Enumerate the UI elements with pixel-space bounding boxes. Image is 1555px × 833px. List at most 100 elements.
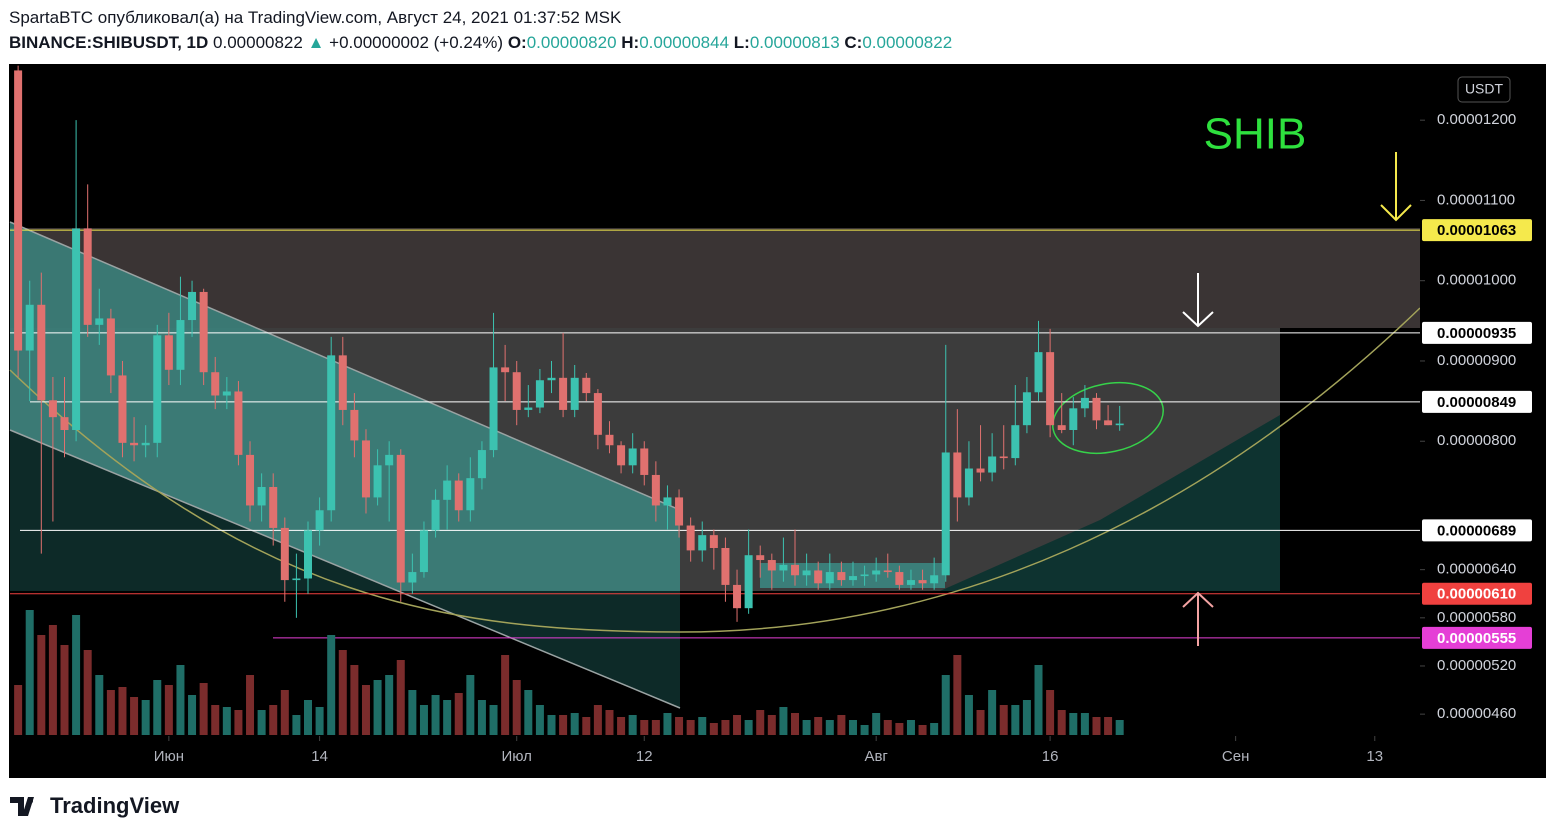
candle-body	[280, 527, 289, 581]
volume-bar	[419, 705, 428, 735]
volume-bar	[373, 680, 382, 735]
candle-body	[361, 440, 370, 498]
candle-body	[408, 572, 417, 583]
volume-bar	[848, 720, 857, 735]
candle-body	[431, 499, 440, 531]
volume-bar	[315, 707, 324, 735]
volume-bar	[883, 720, 892, 735]
volume-bar	[292, 715, 301, 735]
candle-body	[164, 335, 173, 370]
volume-bar	[1057, 710, 1066, 735]
volume-bar	[48, 625, 57, 735]
level-label: 0.00001063	[1437, 222, 1516, 239]
volume-bar	[454, 693, 463, 735]
volume-bar	[999, 705, 1008, 735]
candle-body	[1080, 397, 1089, 409]
volume-bar	[489, 705, 498, 735]
candle-body	[14, 70, 23, 351]
y-tick-label: 0.00000580	[1437, 609, 1516, 626]
candle-body	[37, 304, 46, 401]
candle-body	[744, 555, 753, 609]
volume-bar	[825, 720, 834, 735]
volume-bar	[802, 720, 811, 735]
candle-body	[234, 391, 243, 455]
candle-body	[118, 375, 127, 443]
volume-bar	[675, 717, 684, 735]
candle-body	[327, 355, 336, 511]
volume-bar	[698, 717, 707, 735]
volume-bar	[1046, 690, 1055, 735]
candle-body	[651, 474, 660, 506]
candle-body	[1022, 392, 1031, 426]
x-tick-label: 12	[636, 748, 653, 765]
candle-body	[964, 468, 973, 498]
circle-mark	[1052, 382, 1164, 454]
candle-body	[396, 454, 405, 583]
volume-bar	[95, 675, 104, 735]
volume-bar	[1104, 717, 1113, 735]
volume-bar	[408, 690, 417, 735]
candle-body	[199, 291, 208, 373]
y-tick-label: 0.00001100	[1437, 191, 1515, 208]
volume-bar	[756, 710, 765, 735]
candle-body	[640, 448, 649, 475]
volume-bar	[547, 715, 556, 735]
o-label: O:	[507, 33, 527, 52]
candle-body	[1046, 352, 1055, 426]
candle-body	[976, 468, 985, 473]
level-label-box	[1422, 321, 1532, 344]
volume-bar	[37, 635, 46, 735]
candle-body	[222, 391, 231, 396]
currency: USDT	[1465, 81, 1504, 97]
volume-bar	[1092, 717, 1101, 735]
volume-bar	[791, 713, 800, 735]
volume-bar	[814, 717, 823, 735]
volume-bar	[709, 723, 718, 735]
y-tick-label: 0.00001200	[1437, 111, 1516, 128]
y-tick-label: 0.00000460	[1437, 705, 1516, 722]
volume-bar	[976, 710, 985, 735]
volume-bar	[199, 683, 208, 735]
arrows	[1182, 152, 1412, 646]
volume-bar	[338, 650, 347, 735]
brand: TradingView	[50, 793, 180, 818]
volume-bar	[964, 695, 973, 735]
candle-body	[767, 560, 776, 571]
candle-body	[130, 442, 139, 446]
volume-bar	[744, 720, 753, 735]
volume-bar	[211, 705, 220, 735]
footer-logo: TradingView	[10, 793, 180, 818]
candle-body	[269, 486, 278, 528]
y-tick-label: 0.00000800	[1437, 432, 1516, 449]
x-tick-label: Сен	[1222, 748, 1249, 765]
level-label: 0.00000555	[1437, 630, 1516, 647]
candle-body	[1092, 397, 1101, 421]
candle-body	[1034, 352, 1043, 393]
candle-body	[675, 497, 684, 526]
volume-bar	[1011, 705, 1020, 735]
volume-bar	[617, 717, 626, 735]
level-label: 0.00000610	[1437, 586, 1516, 603]
h-label: H:	[621, 33, 640, 52]
candle-body	[860, 574, 869, 577]
candle-body	[83, 228, 92, 325]
volume-bar	[779, 707, 788, 735]
volume-bar	[141, 700, 150, 735]
candle-body	[60, 417, 69, 430]
candle-body	[153, 335, 162, 443]
volume-bar	[651, 720, 660, 735]
level-label-box	[1422, 582, 1532, 605]
candle-body	[373, 465, 382, 498]
candle-body	[593, 393, 602, 435]
volume-bar	[559, 715, 568, 735]
candle-body	[512, 372, 521, 410]
level-label: 0.00000935	[1437, 325, 1516, 342]
candle-body	[988, 456, 997, 473]
candle-body	[825, 572, 834, 584]
volume-bar	[501, 655, 510, 735]
candle-body	[848, 576, 857, 581]
x-tick-label: Июл	[501, 748, 531, 765]
candle-body	[1011, 425, 1020, 459]
volume-bar	[605, 710, 614, 735]
